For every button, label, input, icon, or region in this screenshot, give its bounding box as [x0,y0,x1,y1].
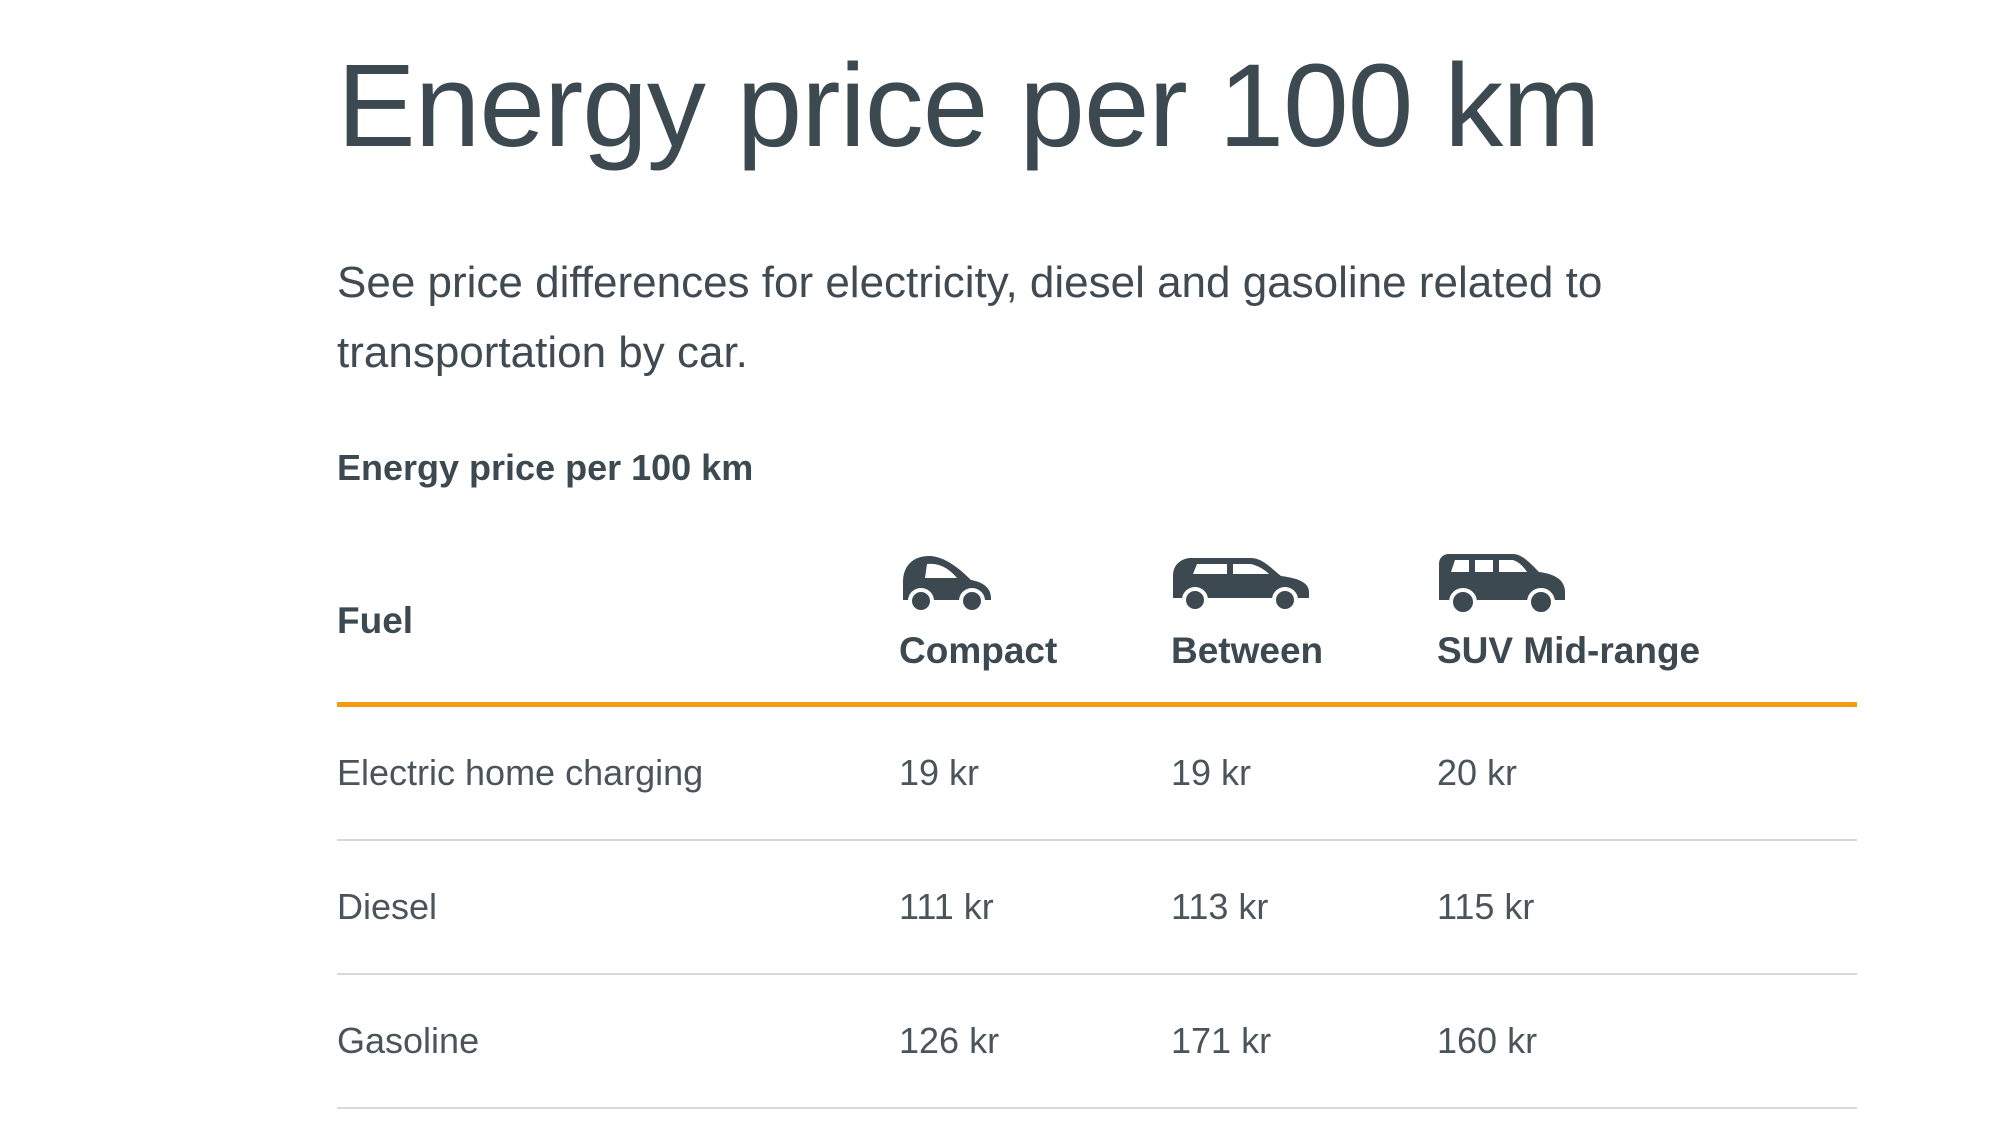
column-label-compact: Compact [899,630,1058,671]
cell-compact-price: 126 kr [899,974,1171,1109]
page-title: Energy price per 100 km [337,40,1600,172]
cell-compact-price: 111 kr [899,840,1171,975]
cell-suv-price: 20 kr [1437,704,1857,841]
column-header-between: Between [1171,540,1437,707]
cell-between-price: 113 kr [1171,840,1437,975]
column-header-fuel: Fuel [337,540,899,707]
cell-fuel: Gasoline [337,974,899,1109]
column-label-fuel: Fuel [337,600,414,641]
column-label-suv: SUV Mid-range [1437,630,1701,671]
column-label-between: Between [1171,630,1324,671]
column-header-suv: SUV Mid-range [1437,540,1857,707]
column-header-compact: Compact [899,540,1171,707]
cell-fuel: Diesel [337,840,899,975]
cell-between-price: 171 kr [1171,974,1437,1109]
table-row: Diesel 111 kr 113 kr 115 kr [337,840,1857,975]
cell-fuel: Electric home charging [337,704,899,841]
table-caption: Energy price per 100 km [337,447,754,488]
table-header-row: Fuel Compact [337,540,1857,707]
energy-price-table: Fuel Compact [337,540,1857,1109]
hatchback-car-icon [1173,558,1309,612]
cell-compact-price: 19 kr [899,704,1171,841]
cell-suv-price: 115 kr [1437,840,1857,975]
compact-car-icon [903,556,991,612]
table-row: Electric home charging 19 kr 19 kr 20 kr [337,704,1857,841]
suv-icon [1439,554,1565,616]
cell-between-price: 19 kr [1171,704,1437,841]
cell-suv-price: 160 kr [1437,974,1857,1109]
table-row: Gasoline 126 kr 171 kr 160 kr [337,974,1857,1109]
intro-text: See price differences for electricity, d… [337,258,1603,377]
